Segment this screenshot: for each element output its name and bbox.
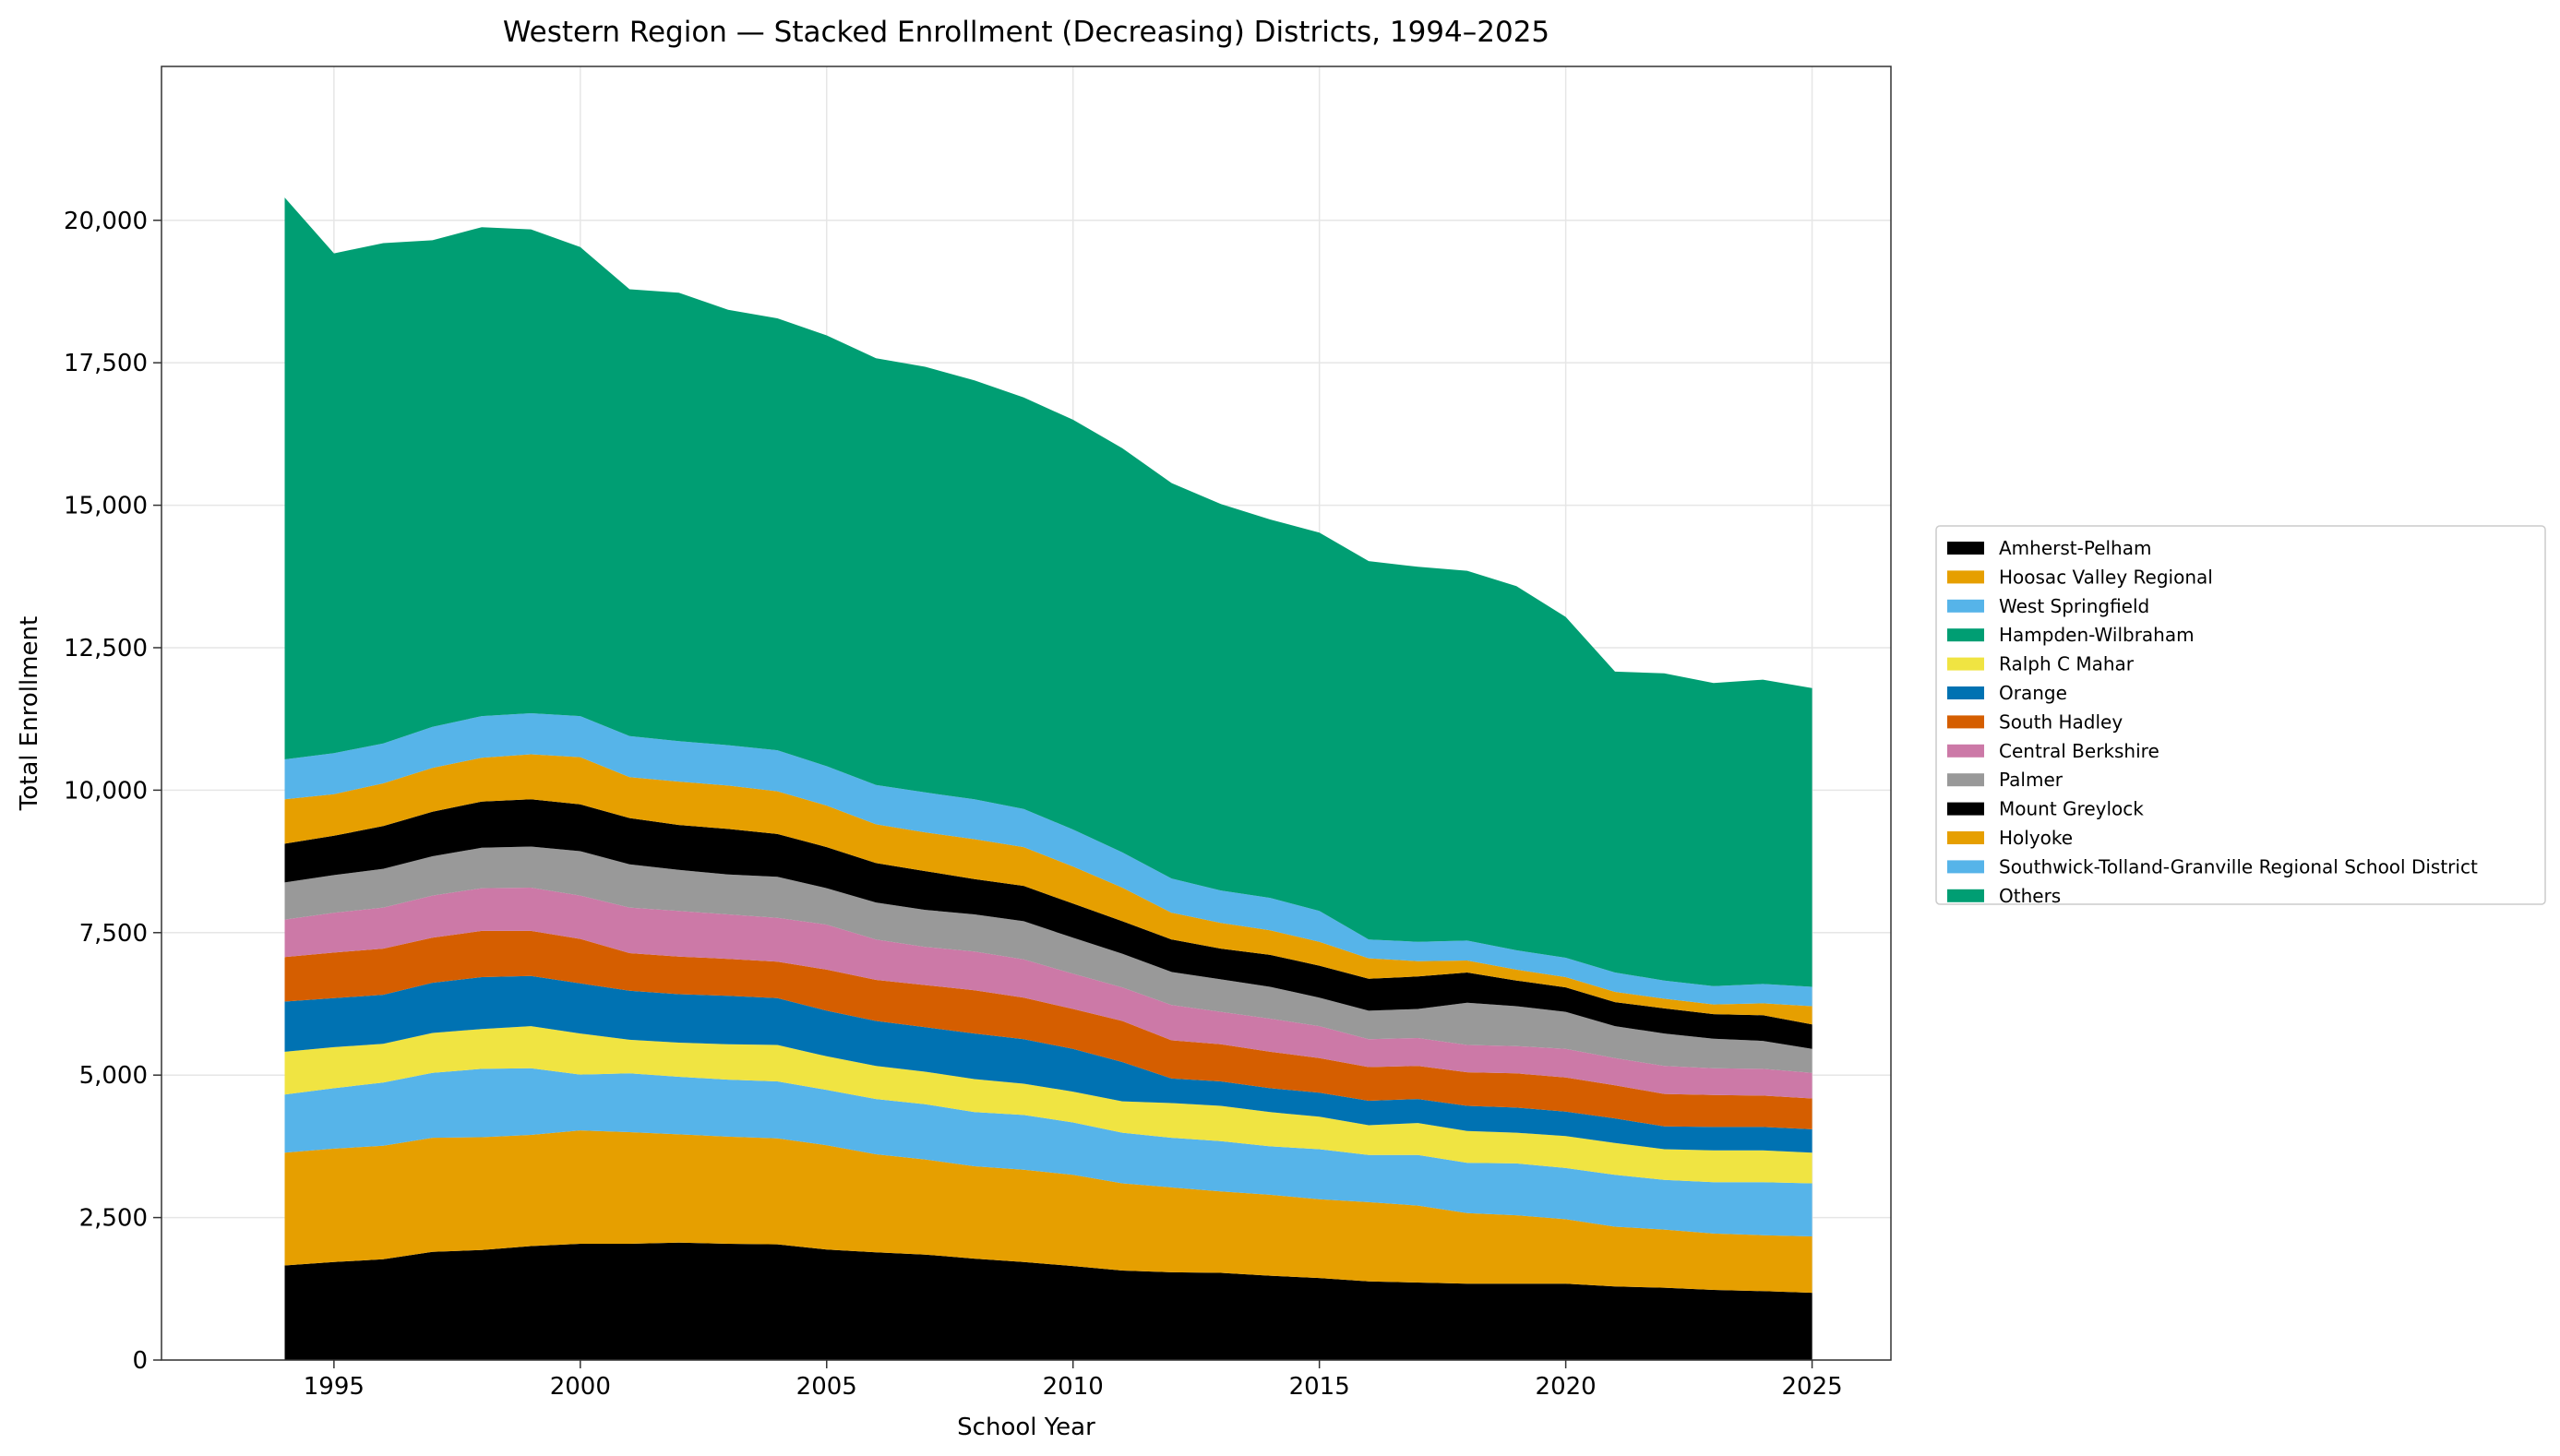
legend-label-ralph-c-mahar: Ralph C Mahar [1999,653,2135,675]
area-south-hadley [284,930,1812,1129]
x-tick-label: 2015 [1289,1373,1350,1401]
axis-ticks: 1995 2000 2005 2010 2015 2020 2025 0 2,500 5,000 7… [64,208,1843,1401]
legend-label-hoosac-valley-regional: Hoosac Valley Regional [1999,566,2213,588]
y-tick-label: 17,500 [64,350,148,377]
x-tick-label: 2025 [1781,1373,1842,1401]
area-hoosac-valley-regional [284,1130,1812,1294]
x-tick-label: 2010 [1043,1373,1104,1401]
area-palmer [284,846,1812,1073]
x-tick-label: 2000 [550,1373,611,1401]
legend-swatch-orange [1947,686,1984,699]
area-ralph-c-mahar [284,1026,1812,1184]
legend-swatch-west-springfield [1947,599,1984,613]
x-tick-label: 2005 [796,1373,857,1401]
y-tick-label: 12,500 [64,635,148,662]
legend-swatch-central-berkshire [1947,744,1984,758]
area-others [284,197,1812,987]
area-amherst-pelham [284,1242,1812,1360]
legend-swatch-ralph-c-mahar [1947,657,1984,671]
legend-swatch-others [1947,889,1984,902]
legend: Amherst-Pelham Hoosac Valley Regional West… [1935,525,2546,907]
x-tick-label: 1995 [304,1373,365,1401]
x-tick-label: 2020 [1536,1373,1597,1401]
y-tick-label: 10,000 [64,777,148,805]
legend-swatch-hoosac-valley-regional [1947,570,1984,584]
legend-swatch-amherst-pelham [1947,542,1984,555]
y-axis-title: Total Enrollment [16,616,43,811]
legend-swatch-southwick-tolland-granville-regional-school-district [1947,860,1984,874]
legend-label-southwick-tolland-granville-regional-school-district: Southwick-Tolland-Granville Regional Sch… [1999,855,2478,877]
area-central-berkshire [284,888,1812,1099]
area-orange [284,975,1812,1153]
area-west-springfield [284,1068,1812,1236]
legend-swatch-south-hadley [1947,715,1984,729]
legend-label-amherst-pelham: Amherst-Pelham [1999,537,2151,559]
y-tick-label: 7,500 [79,920,148,948]
y-tick-label: 5,000 [79,1062,148,1090]
area-holyoke [284,754,1812,1025]
area-southwick-tolland-granville-regional-school-district [284,713,1812,1007]
legend-swatch-hampden-wilbraham [1947,628,1984,642]
legend-label-west-springfield: West Springfield [1999,595,2149,617]
x-axis-title: School Year [957,1414,1095,1441]
legend-swatch-holyoke [1947,831,1984,844]
legend-label-central-berkshire: Central Berkshire [1999,740,2159,762]
legend-label-others: Others [1999,885,2061,907]
area-series-layer [284,197,1812,1360]
legend-swatch-mount-greylock [1947,802,1984,816]
plot-frame [161,66,1892,1361]
legend-label-mount-greylock: Mount Greylock [1999,798,2144,820]
y-tick-label: 0 [132,1347,148,1375]
y-tick-label: 20,000 [64,208,148,235]
legend-label-palmer: Palmer [1999,769,2064,791]
y-tick-label: 2,500 [79,1205,148,1233]
legend-label-holyoke: Holyoke [1999,827,2073,849]
legend-label-hampden-wilbraham: Hampden-Wilbraham [1999,624,2195,646]
y-tick-label: 15,000 [64,493,148,520]
legend-label-south-hadley: South Hadley [1999,710,2123,733]
legend-box [1935,525,2546,905]
legend-swatch-palmer [1947,773,1984,787]
area-mount-greylock [284,799,1812,1049]
chart-title: Western Region — Stacked Enrollment (Dec… [503,16,1549,49]
legend-label-orange: Orange [1999,682,2067,704]
